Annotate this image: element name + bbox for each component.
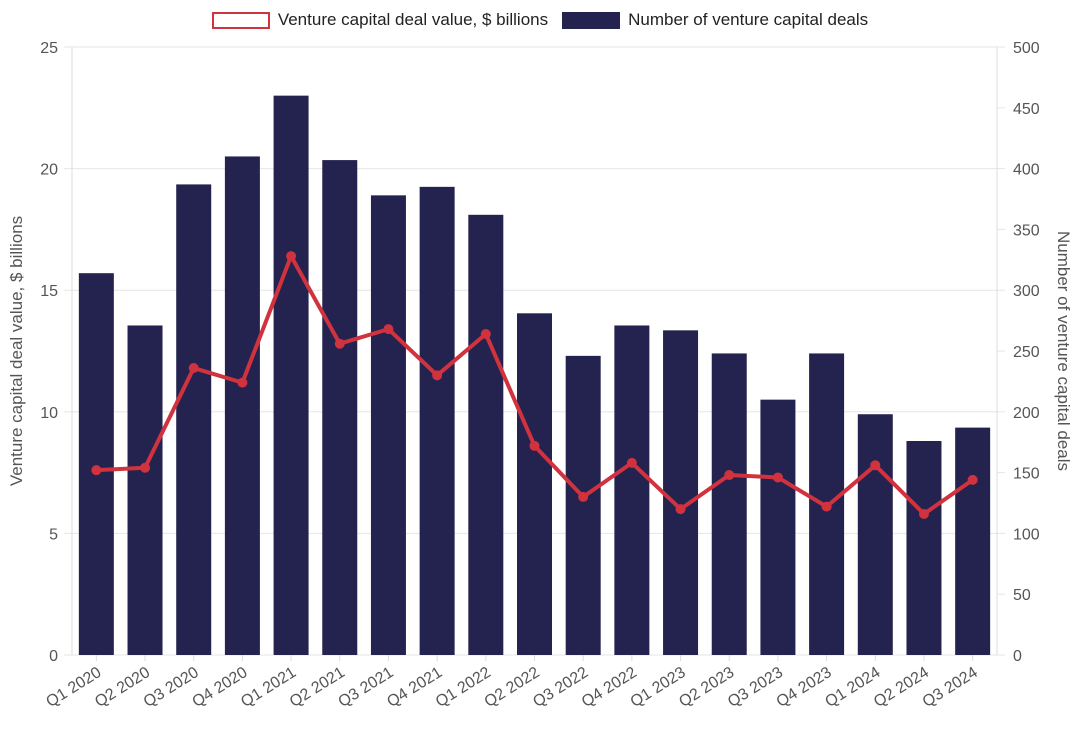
bar-q2-2023[interactable] [711, 353, 747, 655]
line-point-q3-2024[interactable] [967, 474, 978, 485]
legend-swatch-line [211, 11, 270, 29]
bar-q4-2022[interactable] [614, 325, 650, 655]
bar-q1-2021[interactable] [273, 95, 309, 655]
line-point-q2-2023[interactable] [724, 470, 735, 481]
bar-q3-2023[interactable] [760, 399, 796, 655]
bar-q4-2020[interactable] [224, 156, 260, 655]
legend-label-deal-count: Number of venture capital deals [628, 10, 869, 29]
y-axis-title: Venture capital deal value, $ billions [7, 216, 26, 486]
line-point-q4-2020[interactable] [237, 377, 248, 388]
line-point-q3-2023[interactable] [772, 472, 783, 483]
bar-q1-2020[interactable] [78, 273, 114, 655]
x-tick-label: Q2 2021 [287, 664, 348, 711]
line-point-q1-2023[interactable] [675, 504, 686, 515]
x-tick-label: Q4 2021 [384, 664, 445, 711]
x-tick-label: Q3 2022 [530, 664, 591, 711]
bar-q4-2021[interactable] [419, 186, 455, 655]
line-point-q2-2022[interactable] [529, 440, 540, 451]
line-point-q3-2021[interactable] [383, 324, 394, 335]
x-tick-label: Q2 2024 [871, 664, 932, 711]
legend-label-deal-value: Venture capital deal value, $ billions [277, 10, 549, 29]
y2-tick-label: 150 [1013, 466, 1040, 483]
line-point-q3-2022[interactable] [578, 491, 589, 502]
line-point-q4-2022[interactable] [626, 457, 637, 468]
y-tick-label: 5 [49, 526, 58, 543]
bar-q3-2024[interactable] [955, 427, 991, 655]
bar-q1-2022[interactable] [468, 214, 504, 656]
line-point-q1-2021[interactable] [286, 251, 297, 262]
line-point-q4-2023[interactable] [821, 501, 832, 512]
y-tick-label: 0 [49, 648, 58, 665]
y-tick-label: 15 [40, 283, 58, 300]
line-point-q3-2020[interactable] [188, 363, 199, 374]
y-tick-label: 25 [40, 40, 58, 57]
y2-tick-label: 400 [1013, 162, 1040, 179]
line-point-q1-2022[interactable] [480, 328, 491, 339]
y2-tick-label: 500 [1013, 40, 1040, 57]
line-point-q2-2020[interactable] [140, 462, 151, 473]
y2-tick-label: 450 [1013, 101, 1040, 118]
y2-tick-label: 300 [1013, 283, 1040, 300]
bar-q3-2021[interactable] [370, 195, 406, 656]
y2-axis-title: Number of venture capital deals [1054, 231, 1073, 471]
bar-q3-2020[interactable] [176, 184, 212, 655]
y2-tick-label: 200 [1013, 405, 1040, 422]
x-tick-label: Q3 2023 [725, 664, 786, 711]
x-tick-label: Q1 2022 [433, 664, 494, 711]
legend-item-deal-value[interactable]: Venture capital deal value, $ billions [211, 10, 549, 30]
x-tick-label: Q3 2021 [335, 664, 396, 711]
x-tick-label: Q4 2022 [579, 664, 640, 711]
bar-q1-2024[interactable] [857, 414, 893, 655]
y2-tick-label: 100 [1013, 526, 1040, 543]
x-tick-label: Q3 2024 [920, 664, 981, 711]
bar-q2-2020[interactable] [127, 325, 163, 655]
bar-q2-2021[interactable] [322, 160, 358, 655]
x-tick-label: Q2 2020 [92, 664, 153, 711]
line-point-q2-2021[interactable] [334, 338, 345, 349]
x-tick-label: Q1 2023 [628, 664, 689, 711]
x-tick-label: Q2 2023 [676, 664, 737, 711]
x-tick-label: Q1 2020 [43, 664, 104, 711]
bar-q3-2022[interactable] [565, 355, 601, 655]
chart-legend: Venture capital deal value, $ billions N… [0, 10, 1080, 30]
line-point-q2-2024[interactable] [918, 508, 929, 519]
y2-tick-label: 50 [1013, 587, 1031, 604]
y2-tick-label: 250 [1013, 344, 1040, 361]
x-tick-label: Q2 2022 [482, 664, 543, 711]
line-point-q4-2021[interactable] [432, 370, 443, 381]
bar-q2-2024[interactable] [906, 440, 942, 655]
x-tick-label: Q4 2023 [774, 664, 835, 711]
y-tick-label: 20 [40, 162, 58, 179]
bar-q1-2023[interactable] [663, 330, 699, 655]
y-tick-label: 10 [40, 405, 58, 422]
x-tick-label: Q1 2021 [238, 664, 299, 711]
x-tick-label: Q4 2020 [189, 664, 250, 711]
y2-tick-label: 350 [1013, 222, 1040, 239]
x-tick-label: Q1 2024 [822, 664, 883, 711]
legend-swatch-bar [562, 11, 621, 29]
legend-item-deal-count[interactable]: Number of venture capital deals [562, 10, 868, 30]
x-tick-label: Q3 2020 [141, 664, 202, 711]
line-point-q1-2020[interactable] [91, 465, 102, 476]
y2-tick-label: 0 [1013, 648, 1022, 665]
line-point-q1-2024[interactable] [870, 460, 881, 471]
bar-q2-2022[interactable] [517, 313, 552, 655]
